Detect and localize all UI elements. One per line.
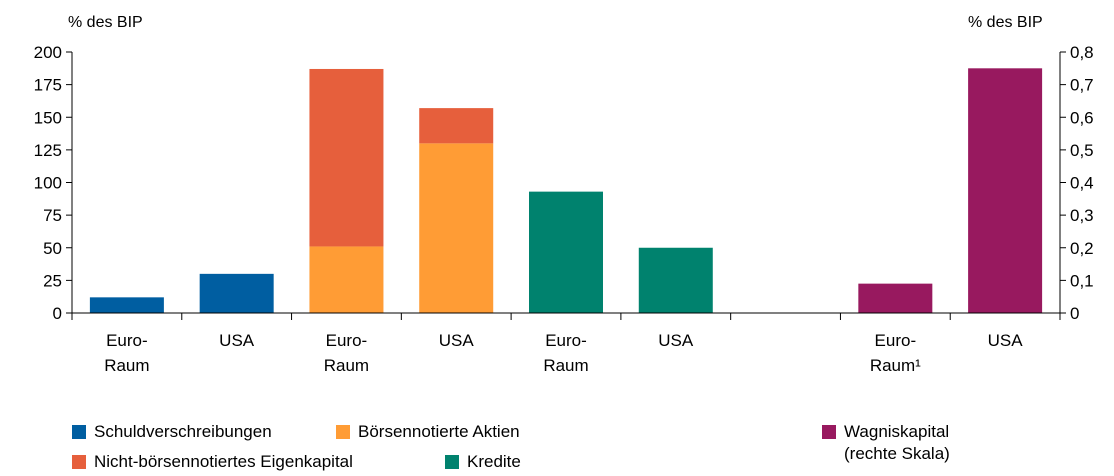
legend-item-kredite: Kredite — [445, 451, 521, 473]
legend-swatch — [72, 425, 86, 439]
bar-schuldverschreibungen — [89, 297, 164, 313]
y-left-tick-label: 25 — [43, 271, 62, 290]
y-left-tick-label: 50 — [43, 239, 62, 258]
y-axis-right: 0 0,1 0,2 0,3 0,4 0,5 0,6 0,7 0,8 — [1059, 43, 1094, 323]
y-right-tick-label: 0 — [1070, 304, 1079, 323]
bar-kredite — [638, 247, 713, 313]
y-left-tick-label: 175 — [34, 76, 62, 95]
y-left-tick-label: 125 — [34, 141, 62, 160]
x-tick-label: Euro- — [326, 331, 368, 350]
y-right-tick-label: 0,6 — [1070, 108, 1094, 127]
x-tick-label: USA — [988, 331, 1024, 350]
legend-item-nicht-boersennotiertes-eigenkapital: Nicht-börsennotiertes Eigenkapital — [72, 451, 353, 473]
bar-wagniskapital — [858, 283, 933, 313]
legend-label: Nicht-börsennotiertes Eigenkapital — [94, 452, 353, 471]
bars — [89, 68, 1043, 313]
x-tick-label: Euro- — [106, 331, 148, 350]
legend-item-wagniskapital: Wagniskapital (rechte Skala) — [822, 421, 950, 465]
x-tick-label: USA — [439, 331, 475, 350]
y-right-tick-label: 0,4 — [1070, 174, 1094, 193]
legend-label: Schuldverschreibungen — [94, 422, 272, 441]
y-right-tick-label: 0,7 — [1070, 76, 1094, 95]
legend-swatch — [336, 425, 350, 439]
x-tick-label: Raum — [104, 356, 149, 375]
bar-wagniskapital — [968, 68, 1043, 313]
x-tick-label: Euro- — [875, 331, 917, 350]
x-tick-label: Raum¹ — [870, 356, 921, 375]
y-left-tick-label: 100 — [34, 174, 62, 193]
y-right-tick-label: 0,1 — [1070, 271, 1094, 290]
x-tick-label: Euro- — [545, 331, 587, 350]
y-left-tick-label: 75 — [43, 206, 62, 225]
bar-börsennotierte-aktien — [309, 246, 384, 313]
bar-kredite — [529, 191, 603, 313]
legend-label: Börsennotierte Aktien — [358, 422, 520, 441]
y-left-tick-label: 0 — [53, 304, 62, 323]
x-tick-label: Raum — [543, 356, 588, 375]
y-right-tick-label: 0,8 — [1070, 43, 1094, 62]
legend-item-schuldverschreibungen: Schuldverschreibungen — [72, 421, 272, 443]
legend-swatch — [72, 455, 86, 469]
y-left-tick-label: 150 — [34, 108, 62, 127]
legend-swatch — [445, 455, 459, 469]
x-tick-label: Raum — [324, 356, 369, 375]
legend-swatch — [822, 425, 836, 439]
y-left-tick-label: 200 — [34, 43, 62, 62]
legend-item-boersennotierte-aktien: Börsennotierte Aktien — [336, 421, 520, 443]
bar-nicht-börsennotiertes-eigenkapital — [419, 108, 494, 144]
bar-börsennotierte-aktien — [419, 143, 494, 313]
x-axis: Euro- Raum USA Euro- Raum USA Euro- Raum USA Euro… — [71, 312, 1061, 375]
x-tick-label: USA — [219, 331, 255, 350]
y-axis-left-unit: % des BIP — [68, 14, 143, 31]
y-right-tick-label: 0,3 — [1070, 206, 1094, 225]
legend-label: Kredite — [467, 452, 521, 471]
y-axis-left: 0 25 50 75 100 125 150 175 200 — [34, 43, 73, 323]
x-tick-label: USA — [658, 331, 694, 350]
legend-label: Wagniskapital (rechte Skala) — [844, 422, 950, 463]
bar-schuldverschreibungen — [199, 273, 274, 313]
y-axis-right-unit: % des BIP — [968, 14, 1043, 31]
y-right-tick-label: 0,2 — [1070, 239, 1094, 258]
y-right-tick-label: 0,5 — [1070, 141, 1094, 160]
bar-nicht-börsennotiertes-eigenkapital — [309, 68, 384, 247]
